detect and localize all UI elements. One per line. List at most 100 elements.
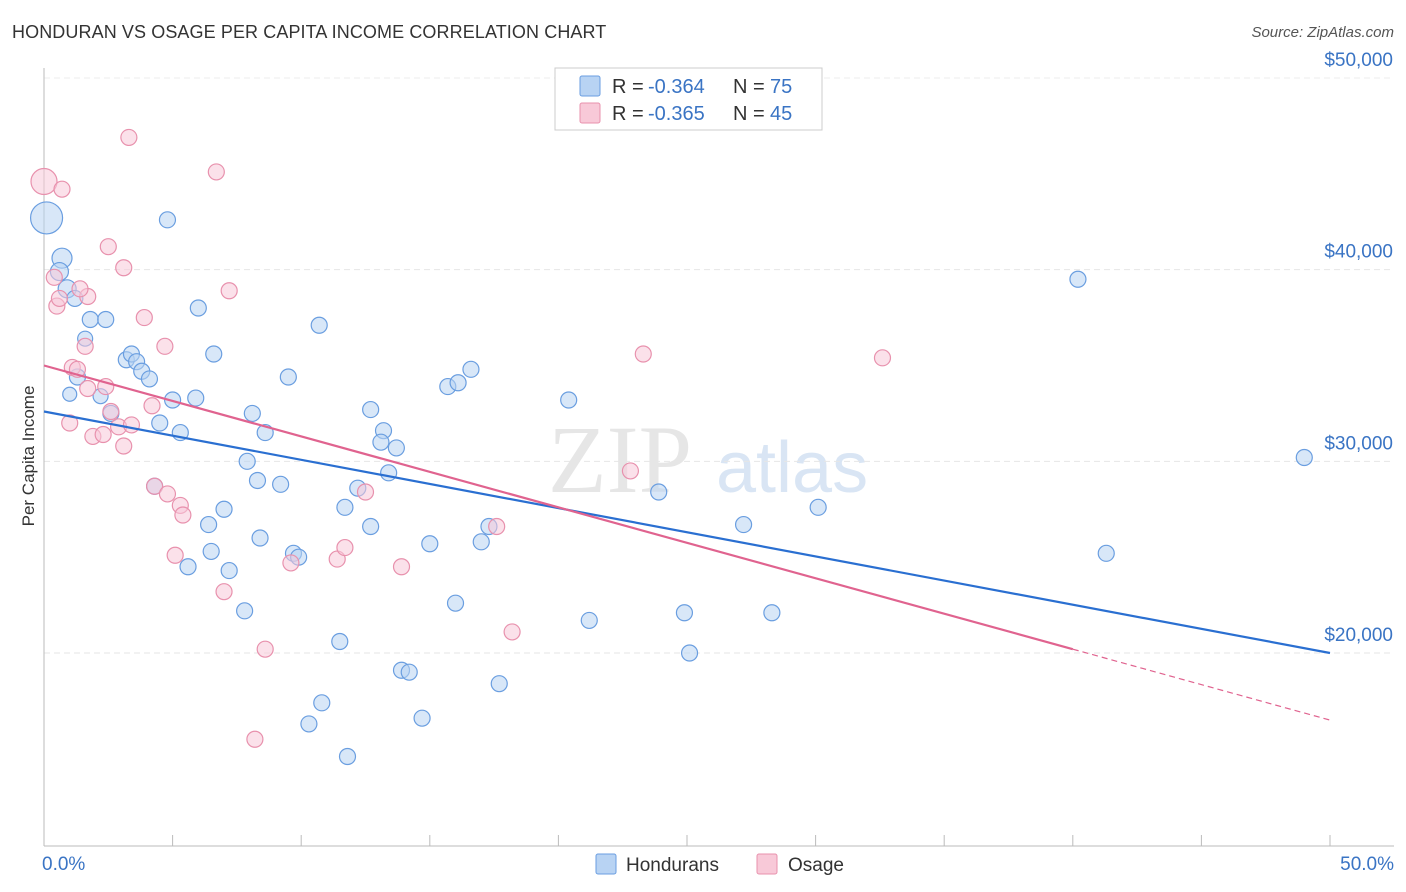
y-tick-label: $50,000	[1324, 50, 1393, 71]
osage-point	[45, 268, 63, 286]
osage-point	[166, 546, 184, 564]
series-legend: Hondurans Osage	[595, 853, 844, 876]
honduran-point	[151, 414, 169, 432]
legend-n-label-1: N =	[733, 76, 765, 98]
osage-point	[115, 259, 133, 277]
legend-swatch-hondurans	[579, 75, 601, 97]
x-tick-label-max: 50.0%	[1340, 854, 1394, 875]
honduran-point	[189, 299, 207, 317]
honduran-point	[279, 368, 297, 386]
honduran-point	[490, 675, 508, 693]
legend-n-label-2: N =	[733, 103, 765, 125]
legend-r-value-2: -0.365	[648, 103, 705, 125]
chart-source: Source: ZipAtlas.com	[1251, 24, 1394, 41]
honduran-point	[413, 709, 431, 727]
osage-point	[135, 308, 153, 327]
osage-point	[282, 554, 300, 572]
bottom-legend-label-hondurans: Hondurans	[626, 855, 719, 876]
osage-point	[207, 163, 225, 181]
honduran-point	[580, 611, 598, 630]
honduran-point	[680, 644, 699, 662]
osage-point	[94, 425, 112, 444]
correlation-legend: R = -0.364 N = 75 R = -0.365 N = 45	[554, 67, 823, 131]
honduran-point	[338, 747, 357, 766]
osage-point	[215, 583, 233, 601]
osage-point	[50, 289, 69, 308]
osage-point	[503, 623, 521, 641]
honduran-point	[421, 535, 439, 553]
honduran-point	[462, 360, 480, 378]
honduran-point	[1097, 544, 1115, 562]
honduran-point	[251, 529, 269, 547]
watermark-zip: ZIP	[548, 406, 692, 513]
honduran-point	[380, 464, 398, 482]
honduran-point	[248, 471, 267, 490]
osage-point	[392, 558, 411, 576]
osage-point	[488, 517, 506, 536]
honduran-point	[236, 602, 254, 620]
honduran-point	[331, 632, 349, 651]
osage-point	[246, 730, 264, 748]
trend-line-hondurans	[43, 410, 1331, 655]
y-axis-label: Per Capita Income	[19, 386, 38, 527]
honduran-point	[734, 515, 753, 534]
honduran-point	[243, 404, 261, 423]
osage-point	[30, 167, 58, 196]
watermark: ZIP atlas	[548, 406, 868, 513]
osage-point	[356, 483, 375, 501]
osage-point	[120, 128, 138, 147]
osage-point	[99, 238, 117, 256]
grid-lines	[44, 77, 1394, 654]
osage-point	[621, 462, 640, 480]
honduran-point	[202, 542, 220, 561]
legend-r-label-1: R =	[612, 76, 644, 98]
honduran-point	[29, 201, 64, 235]
osage-point	[122, 416, 141, 434]
osage-point	[336, 538, 354, 557]
honduran-point	[560, 391, 578, 409]
osage-point	[634, 345, 652, 363]
honduran-point	[300, 715, 318, 733]
trend-line-extension-osage	[1072, 648, 1331, 721]
honduran-point	[387, 439, 405, 457]
honduran-point	[215, 500, 233, 518]
honduran-point	[1069, 270, 1087, 288]
honduran-point	[336, 498, 354, 516]
osage-point	[156, 337, 174, 355]
bottom-legend-swatch-osage	[756, 853, 778, 875]
y-tick-labels: $20,000 $30,000 $40,000 $50,000	[1324, 50, 1393, 646]
honduran-point	[313, 694, 331, 712]
series-osage	[30, 128, 892, 748]
chart-title: HONDURAN VS OSAGE PER CAPITA INCOME CORR…	[12, 22, 607, 42]
trend-line-osage	[43, 364, 1074, 651]
osage-point	[145, 477, 164, 495]
legend-n-value-1: 75	[770, 76, 792, 98]
honduran-point	[763, 604, 781, 622]
osage-point	[158, 485, 177, 503]
osage-point	[174, 506, 192, 524]
honduran-point	[372, 433, 390, 451]
osage-point	[71, 280, 89, 298]
honduran-point	[1295, 448, 1313, 467]
x-ticks	[43, 835, 1331, 846]
honduran-point	[220, 561, 238, 580]
trend-lines	[43, 364, 1331, 721]
legend-r-label-2: R =	[612, 103, 644, 125]
series-hondurans	[29, 201, 1313, 766]
honduran-point	[362, 400, 380, 419]
osage-point	[53, 180, 71, 198]
osage-point	[61, 414, 79, 432]
bottom-legend-swatch-hondurans	[595, 853, 617, 875]
axes	[43, 68, 1394, 847]
y-tick-label: $20,000	[1324, 625, 1393, 646]
osage-point	[79, 379, 97, 398]
honduran-point	[449, 374, 467, 392]
x-tick-label-min: 0.0%	[42, 854, 85, 875]
honduran-point	[179, 558, 197, 576]
y-tick-label: $30,000	[1324, 433, 1393, 454]
honduran-point	[187, 389, 205, 407]
honduran-point	[675, 604, 694, 622]
scatter-points	[29, 128, 1313, 766]
honduran-point	[446, 594, 465, 612]
osage-point	[76, 337, 94, 355]
